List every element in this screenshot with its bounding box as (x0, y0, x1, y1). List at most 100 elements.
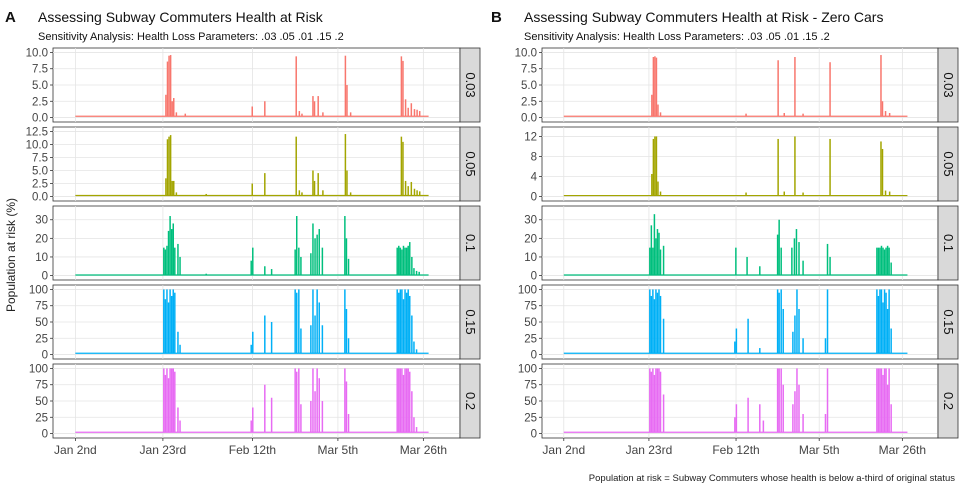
y-tick-label: 20 (35, 233, 48, 245)
panel-label: B (491, 9, 502, 26)
series-spikes (165, 55, 421, 117)
facet-strip (459, 363, 481, 439)
y-tick-label: 12 (524, 131, 537, 143)
y-tick-label: 0.0 (521, 113, 537, 125)
facet-0.05: 0 4 8 12 0.05 (524, 126, 959, 204)
y-tick-label: 0.0 (32, 192, 48, 204)
facet-0.03: 0.0 2.5 5.0 7.5 10.0 0.03 (26, 47, 481, 125)
x-tick-label: Mar 5th (799, 443, 840, 457)
facet-strip-label: 0.05 (463, 151, 478, 176)
facet-0.15: 0 25 50 75 100 0.15 (518, 284, 959, 362)
x-tick-label: Jan 2nd (542, 443, 585, 457)
y-tick-label: 100 (29, 363, 48, 375)
y-tick-label: 12.5 (26, 126, 48, 138)
y-tick-label: 0 (42, 350, 48, 362)
y-tick-label: 0 (531, 429, 537, 441)
y-tick-label: 10.0 (515, 47, 537, 59)
series-spikes (163, 216, 420, 276)
y-tick-label: 2.5 (521, 96, 537, 108)
y-tick-label: 30 (35, 215, 48, 227)
y-tick-label: 0 (531, 350, 537, 362)
facet-0.2: 0 25 50 75 100 0.2 (518, 363, 959, 441)
facet-0.1: 0 10 20 30 0.1 (524, 205, 959, 283)
facet-strip-label: 0.2 (463, 392, 478, 410)
x-tick-label: Feb 12th (229, 443, 276, 457)
x-tick-label: Mar 26th (879, 443, 926, 457)
y-tick-label: 0.0 (32, 113, 48, 125)
facet-strip (937, 126, 959, 202)
y-tick-label: 7.5 (32, 64, 48, 76)
series-spikes (163, 289, 418, 354)
panel-subtitle: Sensitivity Analysis: Health Loss Parame… (38, 31, 344, 43)
y-tick-label: 0 (42, 271, 48, 283)
x-tick-label: Jan 23rd (140, 443, 187, 457)
series-spikes (649, 368, 892, 433)
facet-0.05: 0.02.55.0 7.510.012.5 0.05 (26, 126, 481, 204)
facet-strip-label: 0.1 (941, 234, 956, 252)
y-tick-label: 5.0 (32, 166, 48, 178)
panel-title: Assessing Subway Commuters Health at Ris… (38, 9, 324, 25)
facet-0.1: 0 10 20 30 0.1 (35, 205, 481, 283)
y-tick-label: 10.0 (26, 139, 48, 151)
y-tick-label: 7.5 (32, 152, 48, 164)
x-tick-label: Mar 5th (318, 443, 359, 457)
series-spikes (649, 289, 892, 354)
series-spikes (649, 214, 892, 276)
facet-strip (937, 47, 959, 123)
footnote: Population at risk = Subway Commuters wh… (589, 473, 955, 484)
y-tick-label: 7.5 (521, 64, 537, 76)
x-tick-label: Jan 2nd (54, 443, 97, 457)
y-tick-label: 100 (29, 284, 48, 296)
x-tick-label: Jan 23rd (626, 443, 673, 457)
facet-0.03: 0.0 2.5 5.0 7.5 10.0 0.03 (515, 47, 959, 125)
series-spikes (651, 136, 891, 196)
y-tick-label: 75 (524, 301, 537, 313)
facet-frame (52, 126, 461, 202)
y-tick-label: 20 (524, 233, 537, 245)
y-tick-label: 5.0 (32, 80, 48, 92)
x-tick-label: Mar 26th (400, 443, 447, 457)
facet-strip (459, 205, 481, 281)
y-tick-label: 100 (518, 363, 537, 375)
panel-subtitle: Sensitivity Analysis: Health Loss Parame… (524, 31, 830, 43)
facet-strip (937, 205, 959, 281)
y-tick-label: 75 (524, 380, 537, 392)
y-tick-label: 25 (524, 333, 537, 345)
y-tick-label: 25 (35, 333, 48, 345)
facet-strip-label: 0.15 (463, 309, 478, 334)
y-axis-label: Population at risk (%) (4, 198, 18, 312)
y-tick-label: 2.5 (32, 96, 48, 108)
y-tick-label: 50 (524, 396, 537, 408)
y-tick-label: 8 (531, 151, 537, 163)
y-tick-label: 0 (531, 271, 537, 283)
facet-strip (459, 126, 481, 202)
y-tick-label: 30 (524, 215, 537, 227)
y-tick-label: 100 (518, 284, 537, 296)
y-tick-label: 10.0 (26, 47, 48, 59)
y-tick-label: 2.5 (32, 179, 48, 191)
facet-strip (459, 284, 481, 360)
facet-strip-label: 0.15 (941, 309, 956, 334)
panel-A: A Assessing Subway Commuters Health at Ri… (5, 9, 481, 457)
facet-frame (541, 126, 939, 202)
y-tick-label: 10 (524, 252, 537, 264)
facet-frame (52, 205, 461, 281)
x-tick-label: Feb 12th (712, 443, 759, 457)
panel-B: B Assessing Subway Commuters Health at Ri… (491, 9, 959, 457)
y-tick-label: 75 (35, 380, 48, 392)
y-tick-label: 10 (35, 252, 48, 264)
series-spikes (165, 134, 421, 196)
series-spikes (651, 55, 891, 117)
facet-0.15: 0 25 50 75 100 0.15 (29, 284, 481, 362)
facet-strip-label: 0.05 (941, 151, 956, 176)
facet-strip (459, 47, 481, 123)
facet-strip-label: 0.1 (463, 234, 478, 252)
series-spikes (163, 368, 418, 433)
y-tick-label: 25 (35, 412, 48, 424)
y-tick-label: 0 (531, 192, 537, 204)
facet-strip-label: 0.2 (941, 392, 956, 410)
y-tick-label: 25 (524, 412, 537, 424)
panel-label: A (5, 9, 16, 26)
y-tick-label: 50 (35, 396, 48, 408)
